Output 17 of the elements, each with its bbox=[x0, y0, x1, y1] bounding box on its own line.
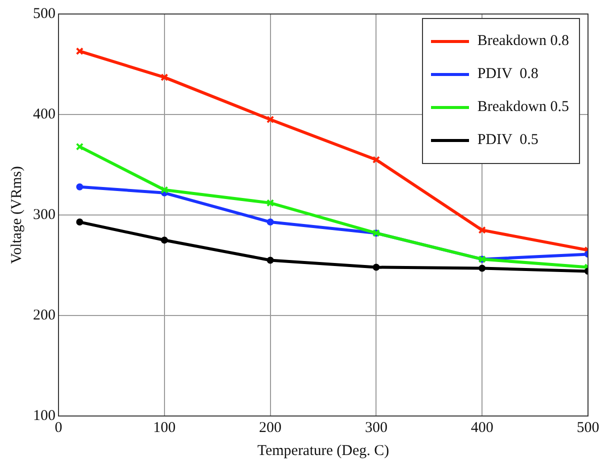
x-axis-title: Temperature (Deg. C) bbox=[257, 442, 390, 459]
y-tick-label: 400 bbox=[33, 106, 56, 122]
legend-label: Breakdown 0.8 bbox=[476, 32, 569, 51]
y-tick-label: 300 bbox=[33, 206, 56, 223]
y-tick-label: 200 bbox=[33, 307, 56, 324]
y-tick-label: 100 bbox=[33, 408, 56, 424]
x-tick-label: 500 bbox=[576, 420, 600, 436]
x-tick-label: 400 bbox=[470, 420, 494, 436]
y-axis-title: Voltage (VRms) bbox=[8, 166, 25, 264]
legend-label: PDIV 0.5 bbox=[476, 131, 540, 150]
x-tick-label: 200 bbox=[259, 420, 282, 436]
x-tick-label: 100 bbox=[153, 420, 176, 436]
legend-label: Breakdown 0.5 bbox=[476, 98, 569, 117]
y-tick-label: 500 bbox=[33, 6, 56, 22]
legend-label: PDIV 0.8 bbox=[476, 65, 540, 84]
x-tick-label: 300 bbox=[364, 420, 388, 436]
x-tick-label: 0 bbox=[54, 420, 62, 436]
